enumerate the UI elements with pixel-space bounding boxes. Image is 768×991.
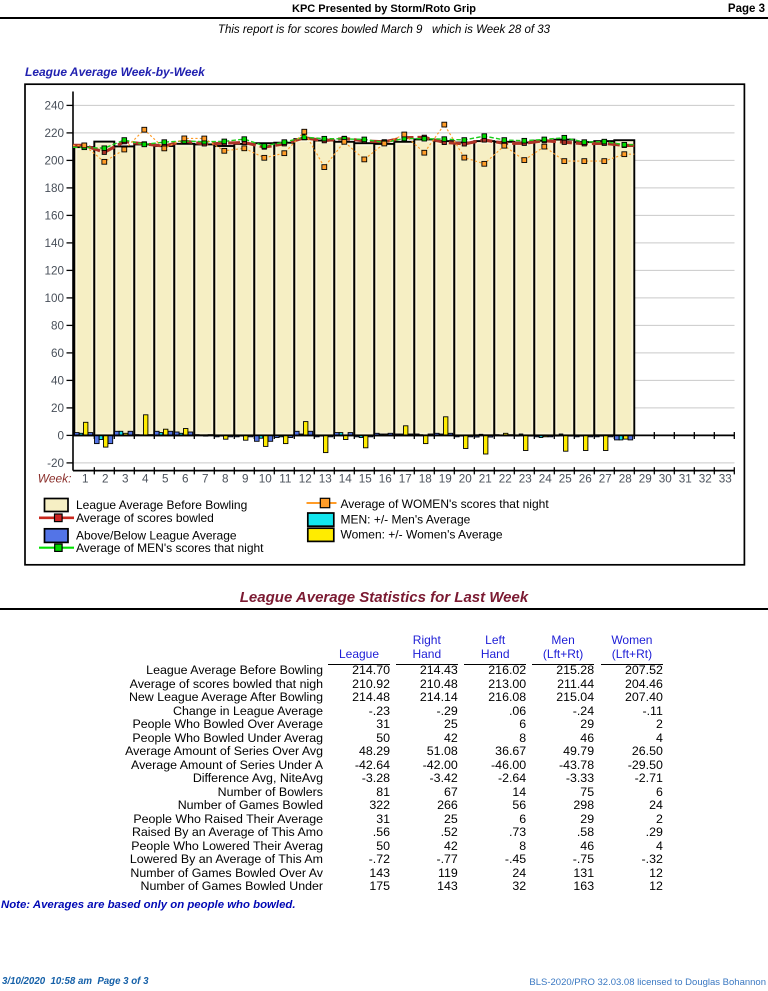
svg-text:19: 19: [439, 473, 452, 486]
svg-text:15: 15: [359, 473, 373, 486]
svg-text:26: 26: [579, 473, 592, 486]
svg-text:14: 14: [339, 473, 353, 486]
svg-text:160: 160: [44, 210, 64, 223]
svg-text:40: 40: [51, 375, 65, 388]
svg-text:6: 6: [182, 473, 189, 486]
svg-text:21: 21: [479, 473, 492, 486]
svg-text:20: 20: [51, 402, 65, 415]
svg-text:13: 13: [319, 473, 332, 486]
svg-text:32: 32: [699, 473, 712, 486]
svg-text:22: 22: [499, 473, 512, 486]
svg-text:Average of WOMEN's scores that: Average of WOMEN's scores that night: [341, 497, 550, 511]
svg-text:-20: -20: [47, 457, 64, 470]
svg-text:5: 5: [162, 473, 169, 486]
svg-text:Average of scores bowled: Average of scores bowled: [76, 511, 214, 525]
svg-text:23: 23: [519, 473, 532, 486]
svg-text:Week:: Week:: [38, 472, 72, 486]
svg-text:League Average Before Bowling: League Average Before Bowling: [76, 498, 247, 512]
svg-text:27: 27: [599, 473, 612, 486]
svg-text:11: 11: [279, 473, 291, 486]
svg-text:31: 31: [679, 473, 692, 486]
svg-text:MEN: +/- Men's Average: MEN: +/- Men's Average: [341, 512, 471, 526]
svg-text:2: 2: [102, 473, 109, 486]
svg-text:18: 18: [419, 473, 432, 486]
svg-text:28: 28: [619, 473, 632, 486]
svg-text:17: 17: [399, 473, 412, 486]
svg-text:120: 120: [44, 265, 64, 278]
svg-text:220: 220: [44, 127, 64, 140]
svg-text:1: 1: [82, 473, 89, 486]
svg-text:0: 0: [57, 430, 64, 443]
svg-text:9: 9: [242, 473, 249, 486]
svg-text:180: 180: [44, 182, 64, 195]
svg-text:10: 10: [259, 473, 273, 486]
svg-text:4: 4: [142, 473, 149, 486]
svg-text:240: 240: [44, 100, 64, 113]
svg-text:20: 20: [459, 473, 473, 486]
svg-text:80: 80: [51, 320, 65, 333]
svg-text:25: 25: [559, 473, 573, 486]
svg-text:140: 140: [44, 237, 64, 250]
svg-text:24: 24: [539, 473, 553, 486]
svg-text:100: 100: [44, 292, 64, 305]
svg-text:8: 8: [222, 473, 229, 486]
svg-text:Women: +/- Women's Average: Women: +/- Women's Average: [341, 528, 503, 542]
svg-text:200: 200: [44, 155, 64, 168]
svg-text:30: 30: [659, 473, 673, 486]
svg-text:16: 16: [379, 473, 392, 486]
svg-text:3: 3: [122, 473, 129, 486]
svg-text:12: 12: [299, 473, 312, 486]
svg-text:29: 29: [639, 473, 652, 486]
svg-text:Above/Below League Average: Above/Below League Average: [76, 528, 237, 542]
svg-text:Average of MEN's scores that n: Average of MEN's scores that night: [76, 541, 264, 555]
svg-text:60: 60: [51, 347, 65, 360]
svg-text:33: 33: [719, 473, 732, 486]
svg-text:7: 7: [202, 473, 209, 486]
